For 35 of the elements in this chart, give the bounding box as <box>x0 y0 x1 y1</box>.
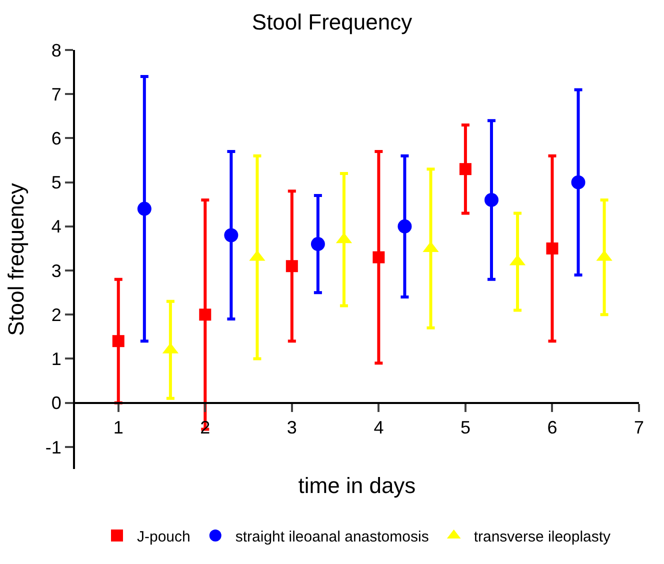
y-tick-label: 1 <box>51 349 62 370</box>
x-tick-label: 5 <box>460 417 470 438</box>
x-tick-label: 4 <box>374 417 384 438</box>
legend-label: J-pouch <box>137 528 190 546</box>
point <box>546 242 558 254</box>
x-tick-label: 2 <box>200 417 210 438</box>
y-tick-label: 0 <box>51 393 62 414</box>
y-tick-label: 5 <box>51 172 62 193</box>
point <box>137 202 152 216</box>
point <box>224 228 238 242</box>
chart-title: Stool Frequency <box>252 10 412 34</box>
x-tick-label: 1 <box>113 417 124 438</box>
legend-label: straight ileoanal anastomosis <box>235 528 429 546</box>
y-tick-label: 3 <box>51 260 62 281</box>
y-tick-label: 7 <box>51 84 62 104</box>
point <box>484 192 498 207</box>
point <box>199 308 212 321</box>
point <box>459 163 472 176</box>
point <box>571 175 586 190</box>
y-tick-label: -1 <box>45 437 62 458</box>
x-axis-title: time in days <box>298 472 416 498</box>
x-tick-label: 7 <box>634 417 644 438</box>
point <box>112 335 124 348</box>
x-tick-label: 6 <box>547 417 558 438</box>
point <box>398 219 412 234</box>
y-tick-label: 2 <box>51 304 62 325</box>
point <box>372 251 385 264</box>
y-tick-label: 6 <box>51 128 62 149</box>
y-axis-title: Stool frequency <box>4 183 29 336</box>
x-tick-label: 3 <box>286 417 297 438</box>
legend-label: transverse ileoplasty <box>474 528 612 546</box>
y-tick-label: 8 <box>51 40 62 60</box>
point <box>286 260 298 272</box>
y-tick-label: 4 <box>51 216 62 237</box>
point <box>310 237 325 252</box>
